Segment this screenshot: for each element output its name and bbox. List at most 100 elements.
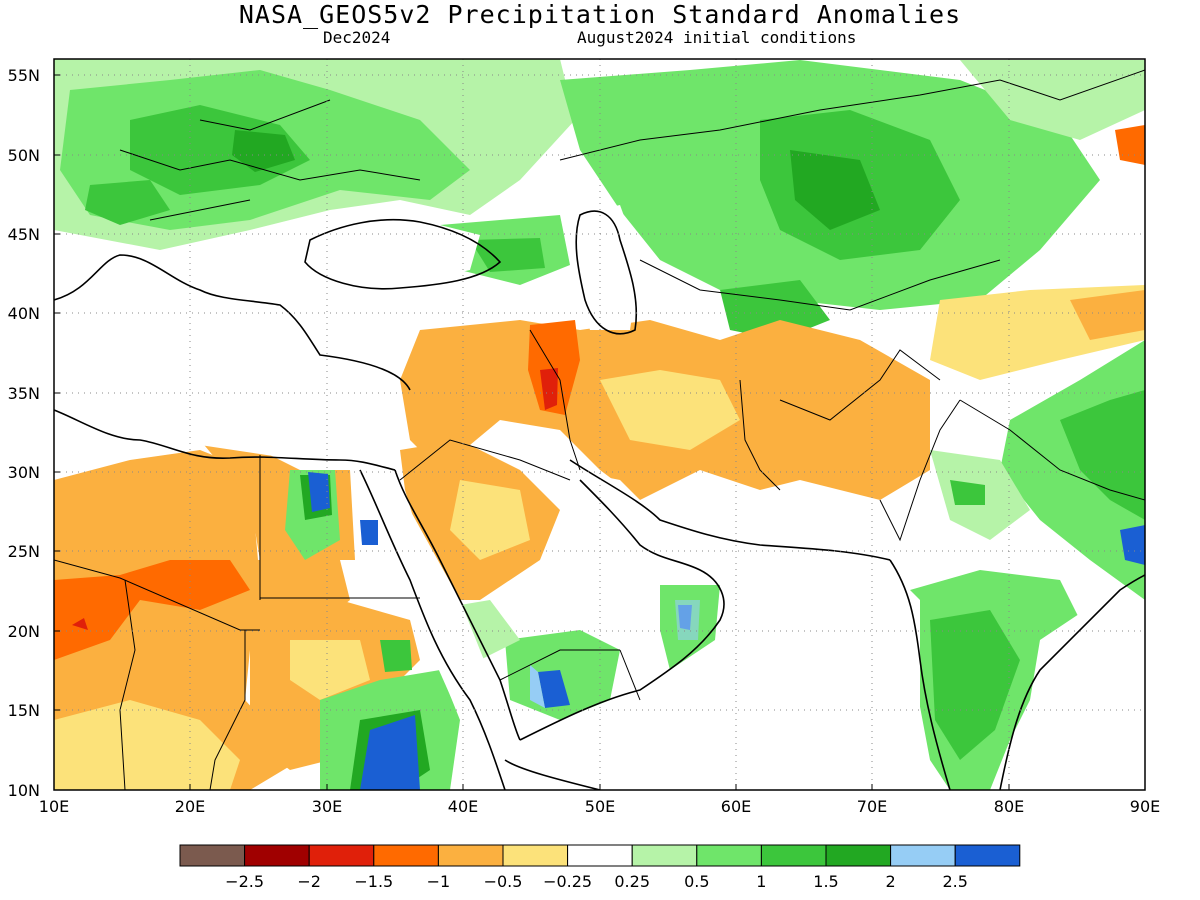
legend-label: −2.5 <box>225 872 264 891</box>
y-tick-label: 15N <box>8 701 40 720</box>
iran-iraq-border <box>529 329 581 471</box>
sahel-dry-light <box>54 700 240 790</box>
yemen-light-blue <box>530 665 545 708</box>
x-tick-label: 30E <box>312 797 342 816</box>
caspian-coast <box>575 210 638 335</box>
borders <box>54 69 1145 790</box>
legend-swatch <box>760 844 827 867</box>
y-axis-labels: 55N 50N 45N 40N 35N 30N 25N 20N 15N 10N <box>8 66 40 800</box>
south-india-wet-core <box>930 610 1020 760</box>
legend-label: 2 <box>886 872 896 891</box>
legend-label: −1 <box>427 872 451 891</box>
sinai-very-wet <box>360 520 378 545</box>
balkans-wet <box>85 180 170 225</box>
black-sea-coast <box>304 218 502 290</box>
x-tick-label: 90E <box>1130 797 1160 816</box>
africa-horn-coast <box>504 759 601 790</box>
oman-light-blue <box>675 600 700 640</box>
mediterranean-blank <box>54 330 400 460</box>
kyrgyz-wet <box>720 280 830 340</box>
bay-of-bengal-blank <box>1020 600 1145 790</box>
saudi-yemen-border <box>499 649 620 681</box>
y-tick-label: 45N <box>8 225 40 244</box>
y-tick-label: 20N <box>8 622 40 641</box>
arabia-coast <box>519 479 725 741</box>
x-tick-label: 80E <box>994 797 1024 816</box>
black-sea-blank <box>300 215 480 290</box>
persian-gulf-coast <box>569 459 891 561</box>
niger-chad-border <box>119 579 136 790</box>
legend-label: 2.5 <box>942 872 967 891</box>
legend-swatch <box>244 844 310 867</box>
x-tick-label: 50E <box>585 797 615 816</box>
sahara-dry-core <box>54 560 250 660</box>
legend-label: −0.5 <box>484 872 523 891</box>
kazakhstan-wet-max <box>790 150 880 230</box>
x-axis-labels: 10E 20E 30E 40E 50E 60E 70E 80E 90E <box>39 797 1160 816</box>
arabian-sea-blank <box>560 560 920 790</box>
legend-swatch <box>631 844 698 867</box>
x-tick-label: 40E <box>448 797 478 816</box>
caucasus-wet-core <box>470 238 545 272</box>
saudi-iraq-border <box>399 439 571 481</box>
legend-swatch <box>373 844 439 867</box>
chad-sudan-border <box>209 630 246 790</box>
egypt-very-wet <box>308 472 330 512</box>
legend-label: 0.25 <box>614 872 650 891</box>
sudan-wet-spot <box>380 640 412 672</box>
legend-swatch <box>308 844 375 867</box>
y-tick-label: 25N <box>8 542 40 561</box>
legend-label: 1.5 <box>813 872 838 891</box>
india-north-wet-core <box>950 480 985 505</box>
sahara-dry-max <box>72 618 88 630</box>
india-west-coast <box>889 559 951 790</box>
anomaly-field <box>54 59 1145 790</box>
himalaya-wet-core <box>1060 390 1145 520</box>
initial-conditions: August2024 initial conditions <box>577 28 857 47</box>
iran-dry-light <box>600 370 740 450</box>
afghan-pakistan-border <box>779 349 941 421</box>
x-tick-label: 70E <box>857 797 887 816</box>
color-bar-legend: −2.5 −2 −1.5 −1 −0.5 −0.25 0.25 0.5 1 1.5 2 2.5 <box>179 844 1021 891</box>
map-title: NASA_GEOS5v2 Precipitation Standard Anom… <box>238 0 962 29</box>
algeria-niger-border <box>54 559 260 631</box>
legend-label: −1.5 <box>354 872 393 891</box>
legend-label: −2 <box>297 872 321 891</box>
legend-label: 1 <box>756 872 766 891</box>
yemen-very-wet <box>538 670 570 708</box>
y-tick-label: 35N <box>8 384 40 403</box>
legend-label: 0.5 <box>684 872 709 891</box>
red-sea-coast-west <box>359 469 506 790</box>
legend-swatch <box>437 844 504 867</box>
siberia-wet-light <box>960 60 1145 140</box>
china-dry-core <box>1070 290 1145 340</box>
tick-marks <box>54 74 1010 790</box>
ethiopia-very-wet <box>360 715 420 790</box>
legend-swatch <box>825 844 892 867</box>
caspian-blank <box>575 205 640 330</box>
x-tick-label: 60E <box>721 797 751 816</box>
legend-swatch <box>502 844 569 867</box>
legend-swatch <box>890 844 956 867</box>
legend-swatch <box>696 844 762 867</box>
legend-swatch <box>954 844 1021 867</box>
y-tick-label: 10N <box>8 781 40 800</box>
sudan-dry-light <box>290 640 370 700</box>
legend-swatch <box>567 844 633 867</box>
tigris-dry-core <box>528 320 580 415</box>
y-tick-label: 40N <box>8 304 40 323</box>
russia-kazakh-border <box>559 69 1145 161</box>
tigris-dry-max <box>540 368 558 410</box>
mediterranean-south-coast <box>54 409 396 471</box>
kazakhstan-south-border <box>639 259 1001 311</box>
bangladesh-very-wet <box>1120 525 1145 565</box>
india-east-coast <box>999 574 1145 790</box>
ukraine-wet-core <box>232 130 295 172</box>
y-tick-label: 55N <box>8 66 40 85</box>
india-china-border <box>959 399 1145 501</box>
europe-coast <box>54 254 411 391</box>
legend-label: −0.25 <box>543 872 592 891</box>
x-tick-label: 10E <box>39 797 69 816</box>
pakistan-india-border <box>879 399 961 542</box>
